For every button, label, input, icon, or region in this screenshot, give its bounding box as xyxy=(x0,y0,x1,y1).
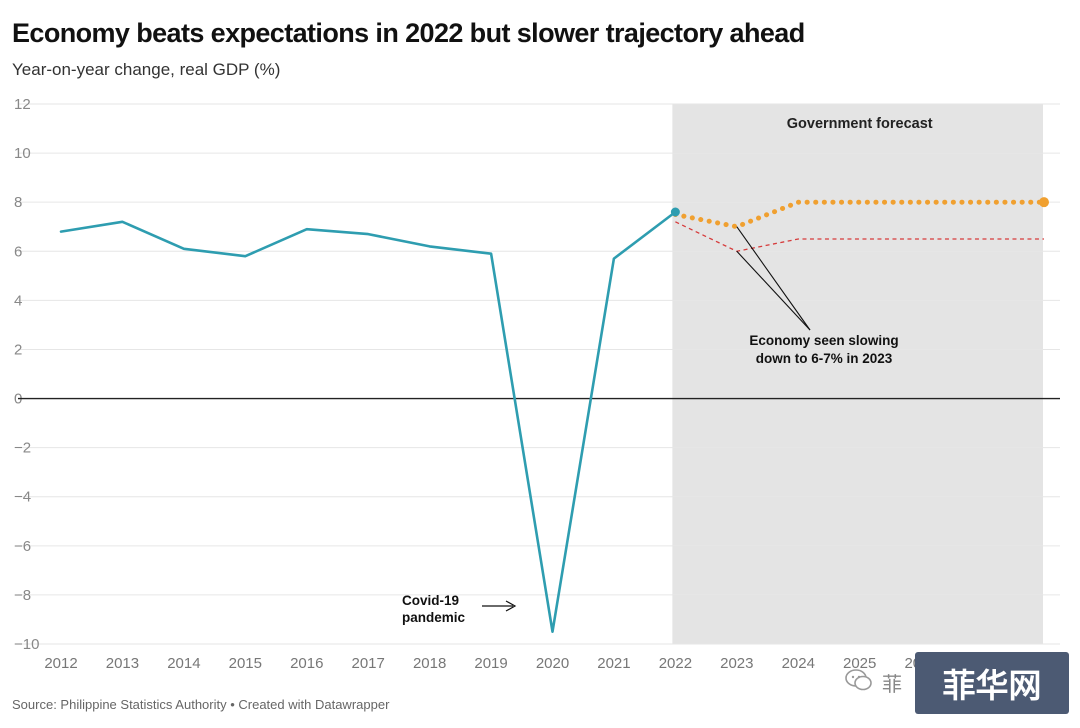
slowing-annotation-line: down to 6-7% in 2023 xyxy=(756,351,893,366)
x-tick-label: 2013 xyxy=(106,655,139,672)
x-tick-label: 2020 xyxy=(536,655,569,672)
x-tick-label: 2016 xyxy=(290,655,323,672)
covid-annotation-line: Covid-19 xyxy=(402,593,459,608)
chart-title: Economy beats expectations in 2022 but s… xyxy=(12,18,805,48)
y-tick-label: −10 xyxy=(14,636,39,653)
y-tick-label: 8 xyxy=(14,194,22,211)
y-tick-label: −4 xyxy=(14,489,31,506)
y-tick-label: 4 xyxy=(14,292,22,309)
y-tick-label: −6 xyxy=(14,538,31,555)
x-tick-label: 2018 xyxy=(413,655,446,672)
chart-subtitle: Year-on-year change, real GDP (%) xyxy=(12,60,281,79)
y-tick-label: −8 xyxy=(14,587,31,604)
y-tick-label: 10 xyxy=(14,145,31,162)
forecast-shaded-region xyxy=(672,104,1043,644)
x-tick-label: 2021 xyxy=(597,655,630,672)
forecast-region-label: Government forecast xyxy=(787,116,933,132)
gdp-line-chart: Government forecast121086420−2−4−6−8−102… xyxy=(14,96,1061,672)
y-tick-label: 12 xyxy=(14,96,31,113)
x-tick-label: 2014 xyxy=(167,655,200,672)
actual-end-marker xyxy=(670,207,680,217)
chat-bubble-icon xyxy=(845,669,872,691)
x-tick-label: 2012 xyxy=(44,655,77,672)
watermark-prefix: 菲 xyxy=(882,672,902,696)
series-line-forecast-upper xyxy=(672,199,1047,230)
covid-annotation-label: Covid-19 pandemic xyxy=(402,593,466,625)
watermark-text: 菲华网 xyxy=(942,666,1042,705)
x-tick-label: 2019 xyxy=(474,655,507,672)
y-tick-label: 2 xyxy=(14,341,22,358)
y-tick-label: 6 xyxy=(14,243,22,260)
covid-arrow-head xyxy=(505,600,517,612)
x-tick-label: 2022 xyxy=(659,655,692,672)
forecast-end-marker xyxy=(1039,197,1049,208)
slowing-annotation-line: Economy seen slowing xyxy=(749,333,898,348)
x-tick-label: 2024 xyxy=(782,655,815,672)
x-tick-label: 2015 xyxy=(229,655,262,672)
series-line-actual xyxy=(59,210,677,634)
y-tick-label: −2 xyxy=(14,440,31,457)
slowing-pointer-line xyxy=(736,226,811,331)
x-tick-label: 2025 xyxy=(843,655,876,672)
x-tick-label: 2023 xyxy=(720,655,753,672)
source-note: Source: Philippine Statistics Authority … xyxy=(12,697,390,712)
covid-annotation-line: pandemic xyxy=(402,610,466,625)
watermark-badge: 菲华网 xyxy=(915,652,1069,714)
slowing-pointer-line xyxy=(736,250,811,331)
slowing-annotation-label: Economy seen slowing down to 6-7% in 2023 xyxy=(749,333,898,366)
x-tick-label: 2017 xyxy=(352,655,385,672)
